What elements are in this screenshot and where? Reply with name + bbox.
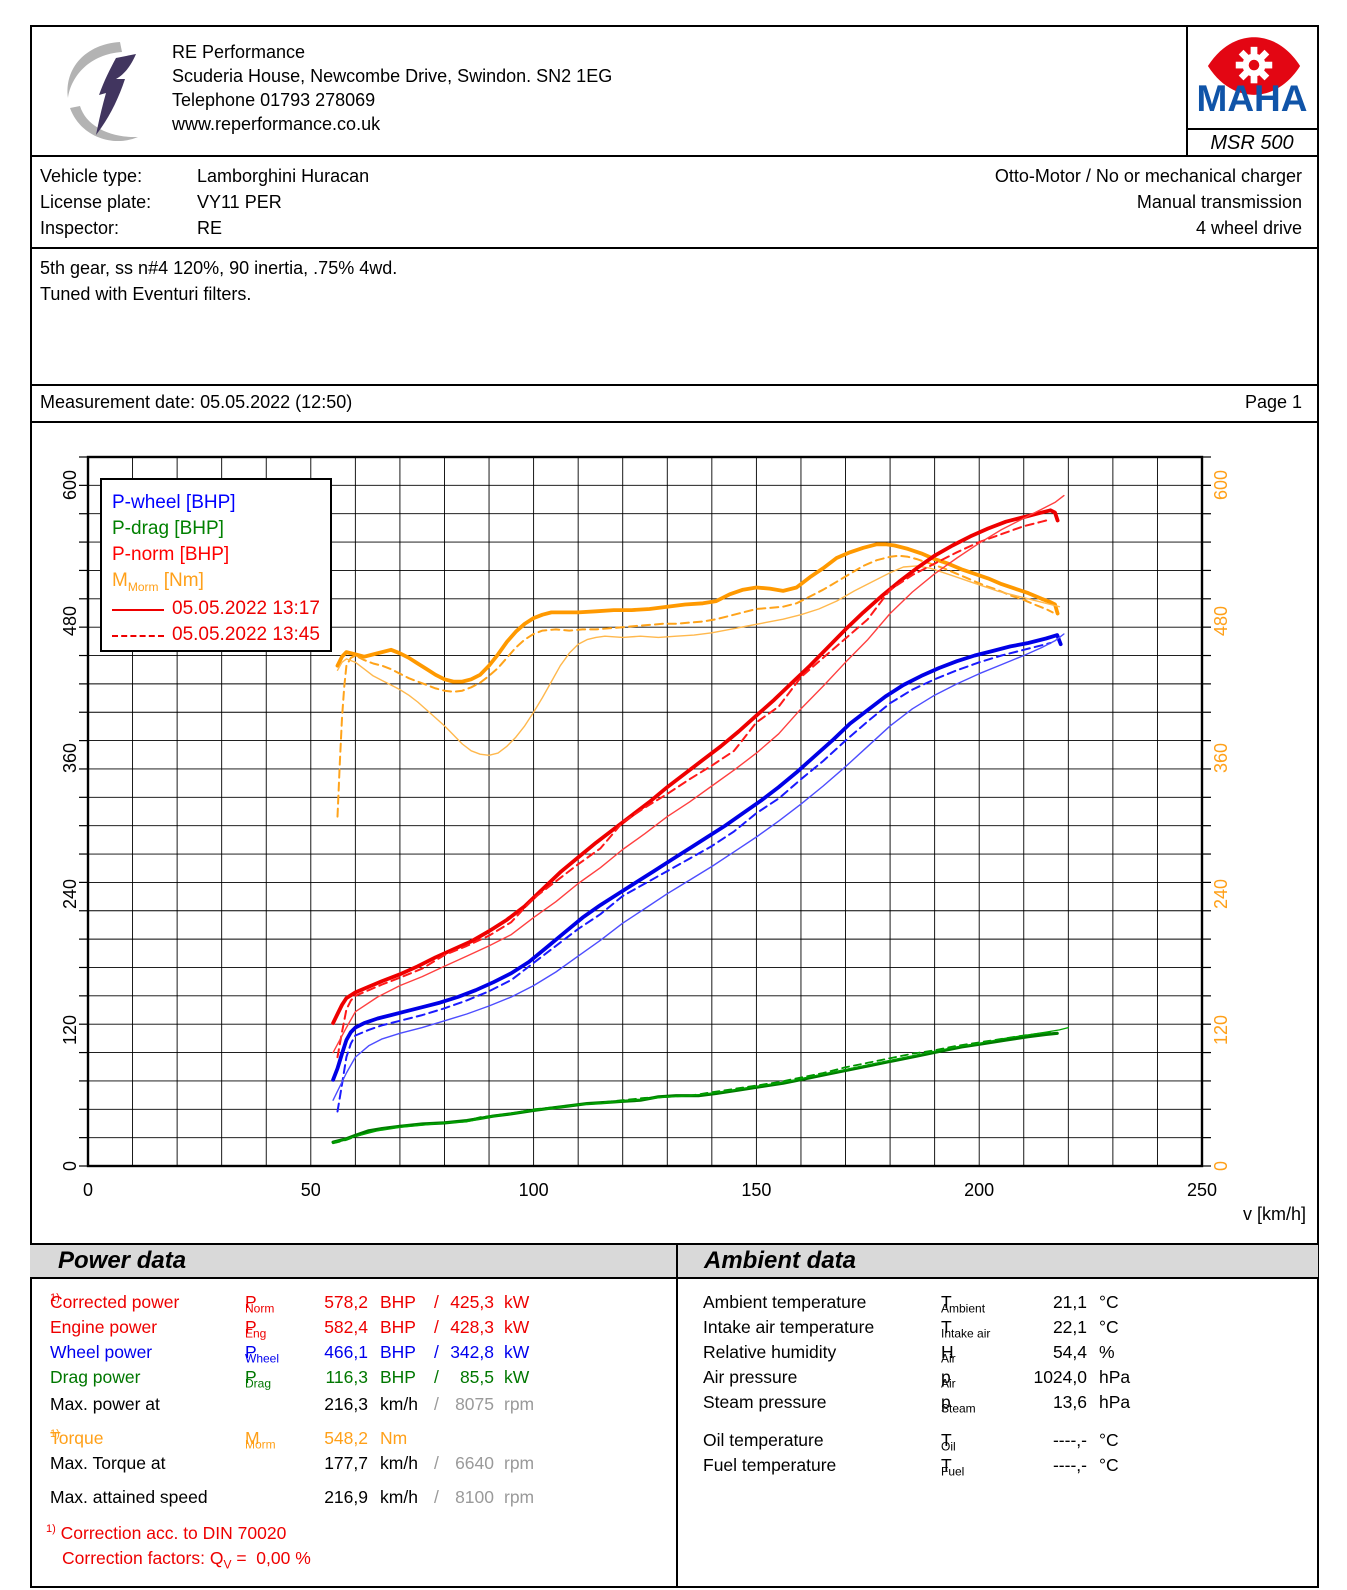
- inspector-value: RE: [197, 218, 223, 238]
- notes-bottom-line: [30, 384, 1319, 386]
- transmission-type: Manual transmission: [1136, 192, 1302, 212]
- company-name: RE Performance: [172, 42, 306, 62]
- legend-pwheel: P-wheel [BHP]: [112, 492, 236, 513]
- table-row-max-torque-at: Max. Torque at 177,7 km/h / 6640 rpm: [50, 1453, 535, 1473]
- vehicle-type-label: Vehicle type:: [40, 166, 143, 186]
- maha-wordmark: MAHA: [1196, 78, 1308, 119]
- company-website: www.reperformance.co.uk: [172, 114, 381, 134]
- table-row-max-attained-speed: Max. attained speed 216,9 km/h / 8100 rp…: [50, 1487, 535, 1507]
- legend-run2-date: 05.05.2022 13:45: [172, 624, 320, 645]
- table-row-steam-pressure: Steam pressure p Steam 13,6 hPa: [703, 1392, 1131, 1416]
- page-number: Page 1: [1244, 392, 1302, 412]
- table-row-drag-power: Drag power P Drag 116,3 BHP / 85,5 kW: [50, 1367, 530, 1391]
- page-border: [30, 25, 1319, 1588]
- re-logo: [58, 36, 168, 148]
- legend-dashed-line: [112, 635, 164, 637]
- vehicle-type-value: Lamborghini Huracan: [197, 166, 370, 186]
- power-data-title: Power data: [58, 1247, 187, 1274]
- legend-torque: MMorm [Nm]: [112, 570, 204, 594]
- license-plate-label: License plate:: [40, 192, 152, 212]
- correction-note-2: Correction factors: QV = 0,00 %: [62, 1548, 311, 1572]
- engine-type: Otto-Motor / No or mechanical charger: [994, 166, 1302, 186]
- legend-torque-base: M: [112, 570, 128, 591]
- company-address: Scuderia House, Newcombe Drive, Swindon.…: [172, 66, 613, 86]
- table-row-corrected-power: Corrected power 1) P Norm 578,2 BHP / 425…: [50, 1292, 530, 1316]
- measurement-date: Measurement date: 05.05.2022 (12:50): [40, 392, 353, 412]
- legend-pdrag: P-drag [BHP]: [112, 518, 224, 539]
- maha-box-divider: [1186, 128, 1318, 130]
- maha-logo: [1206, 34, 1302, 100]
- table-row-oil-temperature: Oil temperature T Oil ----,- °C: [703, 1430, 1119, 1454]
- inspector-label: Inspector:: [40, 218, 120, 238]
- table-row-wheel-power: Wheel power P Wheel 466,1 BHP / 342,8 kW: [50, 1342, 530, 1366]
- table-row-torque: Torque 1) M Morm 548,2 Nm: [50, 1428, 408, 1452]
- header-divider: [1186, 25, 1188, 157]
- header-bottom-line: [30, 155, 1319, 157]
- note-line-2: Tuned with Eventuri filters.: [40, 284, 252, 304]
- footnote-marker: 1): [50, 1292, 60, 1305]
- table-row-max-power-at: Max. power at 216,3 km/h / 8075 rpm: [50, 1394, 535, 1414]
- table-row-ambient-temperature: Ambient temperature T Ambient 21,1 °C: [703, 1292, 1119, 1316]
- table-row-air-pressure: Air pressure p Air 1024,0 hPa: [703, 1367, 1131, 1391]
- maha-model: MSR 500: [1210, 132, 1294, 154]
- legend-torque-unit: [Nm]: [158, 570, 204, 591]
- table-row-intake-air-temperature: Intake air temperature T Intake air 22,1 …: [703, 1317, 1119, 1341]
- measurement-bottom-line: [30, 421, 1319, 423]
- legend-run1-date: 05.05.2022 13:17: [172, 598, 320, 619]
- footnote-marker: 1): [46, 1523, 56, 1536]
- note-line-1: 5th gear, ss n#4 120%, 90 inertia, .75% …: [40, 258, 398, 278]
- correction-note-1: 1) Correction acc. to DIN 70020: [46, 1523, 287, 1543]
- table-row-relative-humidity: Relative humidity H Air 54,4 %: [703, 1342, 1115, 1366]
- drive-type: 4 wheel drive: [1195, 218, 1302, 238]
- row-label: Corrected power: [50, 1292, 180, 1312]
- data-section-divider: [676, 1243, 678, 1587]
- legend-pnorm: P-norm [BHP]: [112, 544, 230, 565]
- power-data-band: Power data: [30, 1243, 676, 1279]
- legend-torque-sub: Morm: [127, 579, 159, 594]
- chart-legend: P-wheel [BHP] P-drag [BHP] P-norm [BHP] …: [100, 478, 332, 652]
- vehicle-bottom-line: [30, 247, 1319, 249]
- table-row-fuel-temperature: Fuel temperature T Fuel ----,- °C: [703, 1455, 1119, 1479]
- table-row-engine-power: Engine power P Eng 582,4 BHP / 428,3 kW: [50, 1317, 530, 1341]
- legend-solid-line: [112, 609, 164, 611]
- footnote-marker: 1): [50, 1428, 60, 1441]
- license-plate-value: VY11 PER: [197, 192, 282, 212]
- ambient-data-title: Ambient data: [704, 1247, 857, 1274]
- ambient-data-band: Ambient data: [676, 1243, 1318, 1279]
- company-phone: Telephone 01793 278069: [172, 90, 376, 110]
